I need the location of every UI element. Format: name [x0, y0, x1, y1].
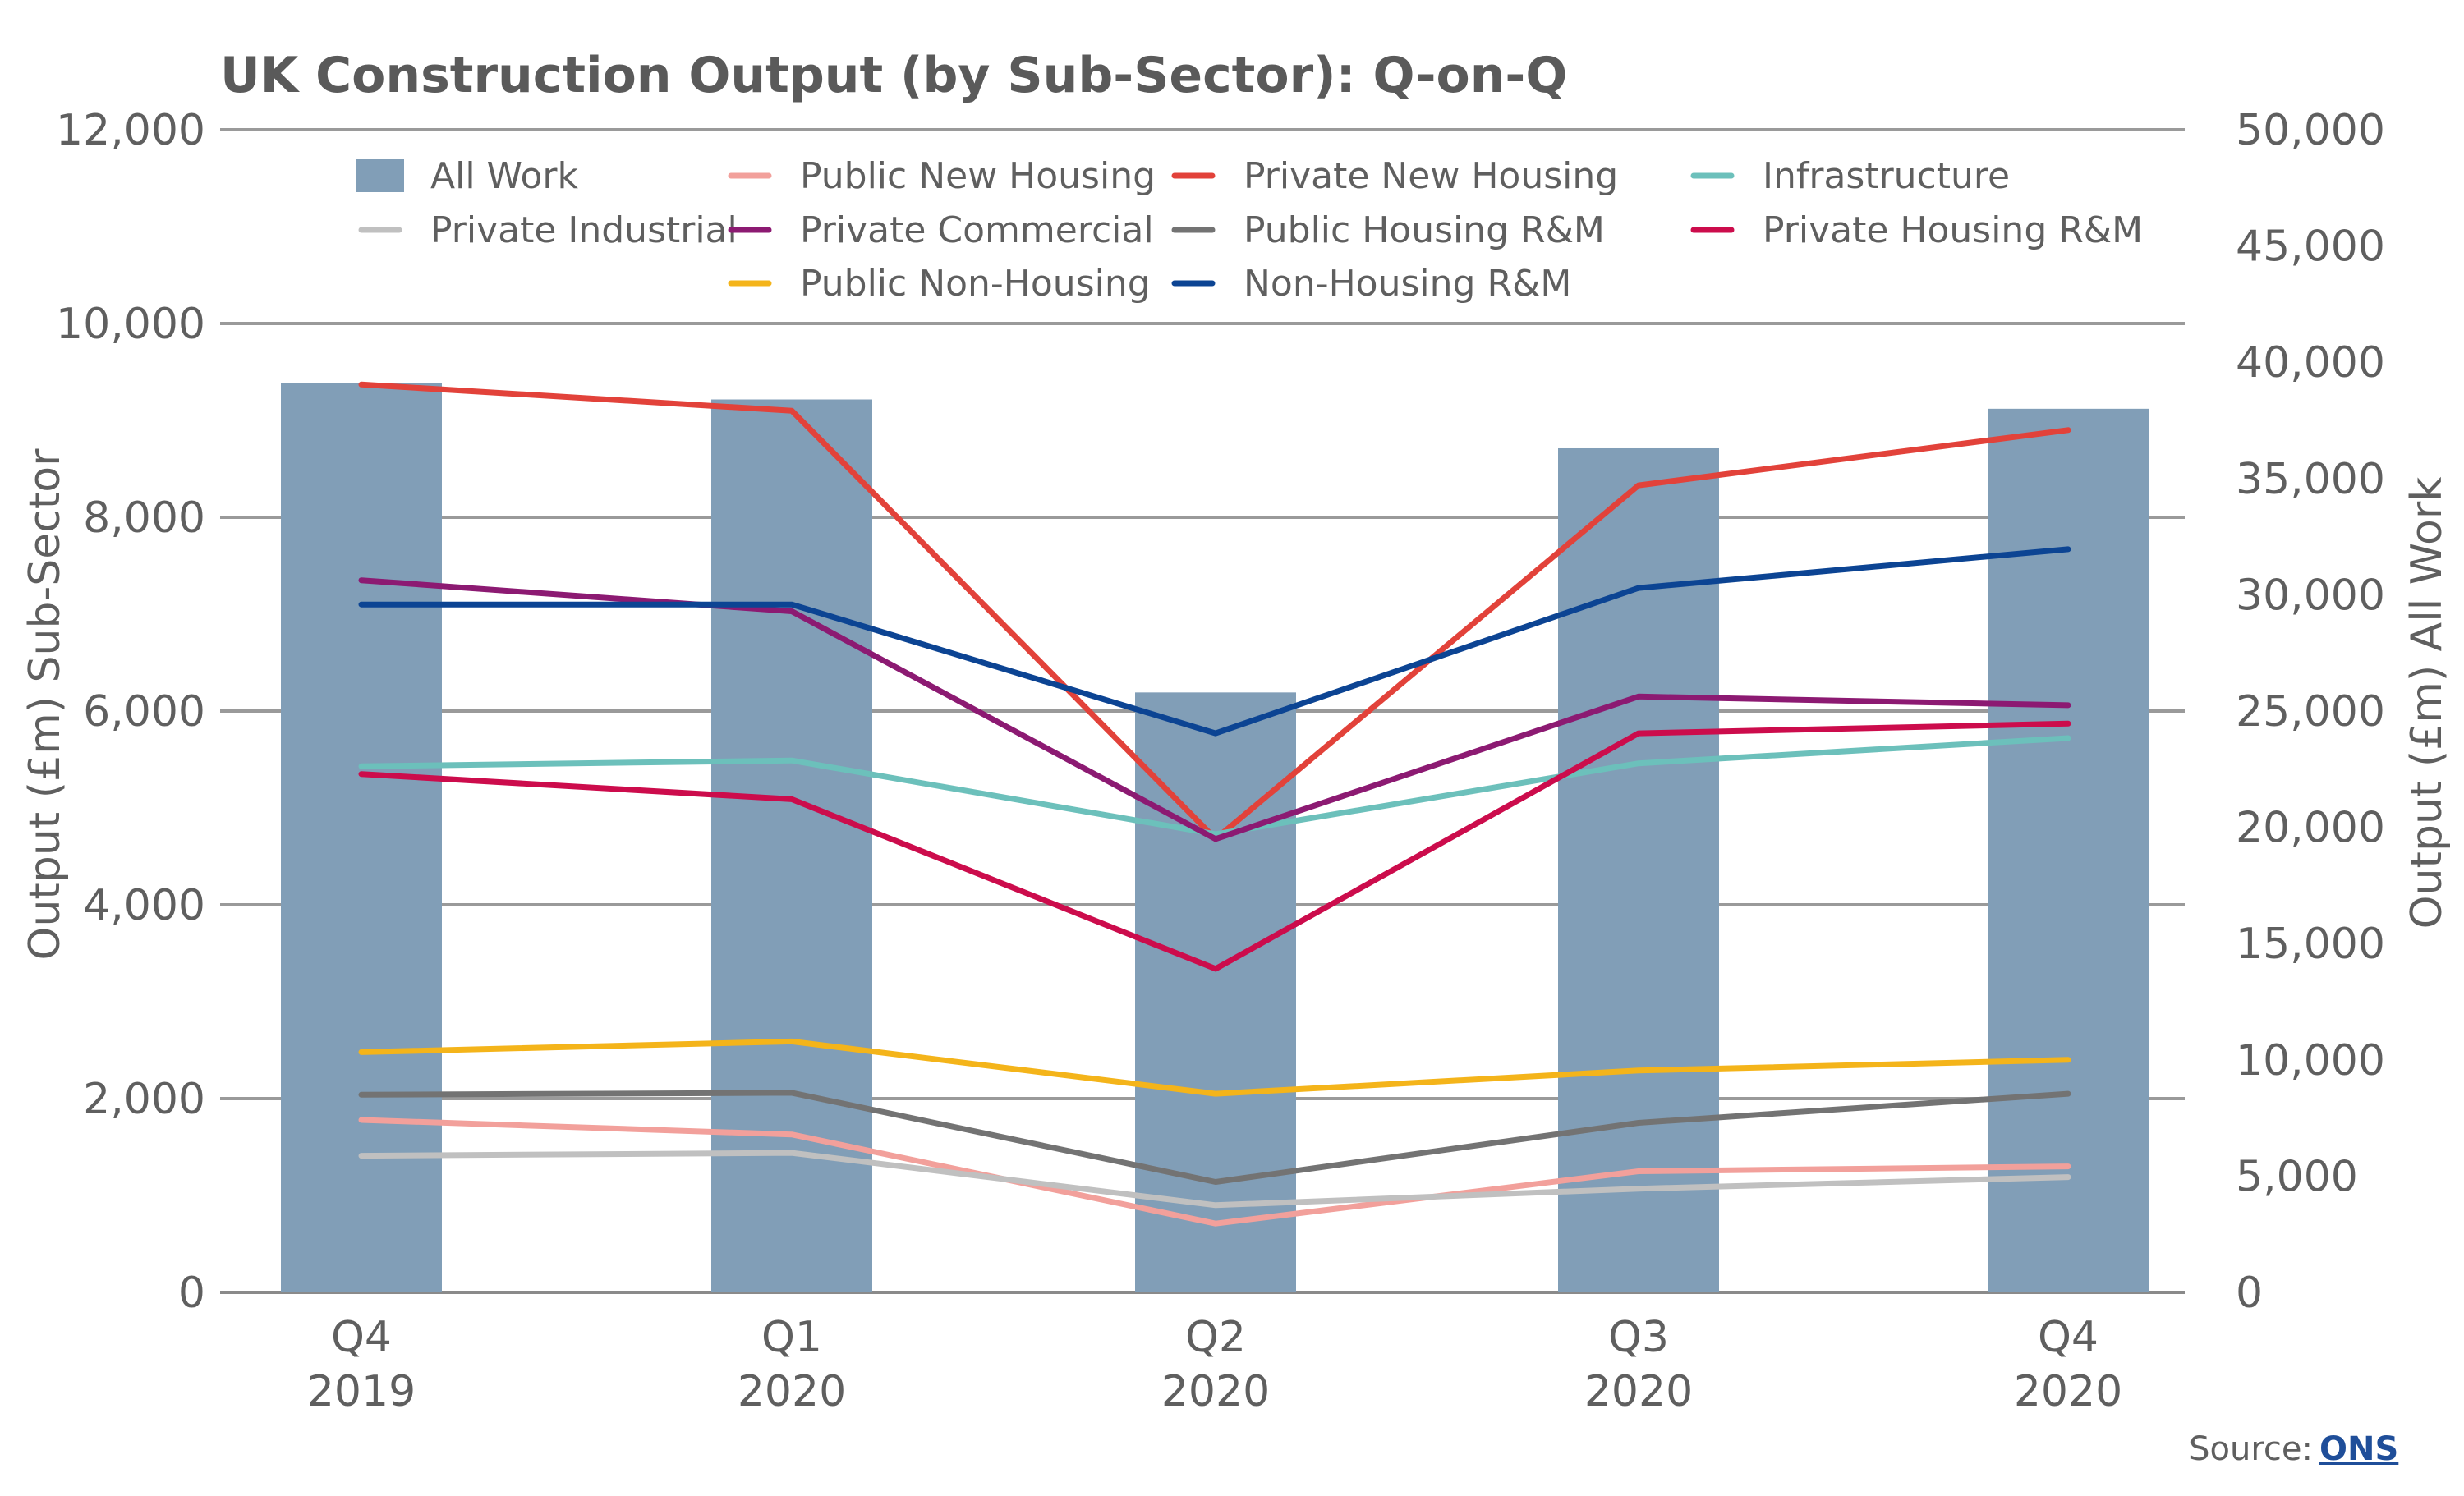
source-note: Source: ONS — [2189, 1430, 2398, 1468]
line-private-housing-randm — [358, 720, 2071, 972]
legend-label: Private Housing R&M — [1763, 209, 2143, 251]
y-axis-label-right: Output (£m) All Work — [2402, 477, 2452, 929]
right-tick-label: 50,000 — [2236, 106, 2385, 155]
chart-title: UK Construction Output (by Sub-Sector): … — [220, 47, 1567, 104]
bar-all-work — [281, 383, 442, 1292]
line-series-group — [358, 381, 2071, 1227]
left-tick-label: 2,000 — [83, 1075, 205, 1124]
left-tick-label: 10,000 — [56, 300, 205, 349]
right-tick-label: 40,000 — [2236, 338, 2385, 388]
right-tick-label: 15,000 — [2236, 920, 2385, 969]
legend-label: All Work — [430, 155, 578, 197]
x-tick-label-quarter: Q4 — [331, 1313, 392, 1362]
source-label: Source: — [2189, 1430, 2313, 1468]
left-tick-label: 12,000 — [56, 106, 205, 155]
legend-label: Private Industrial — [430, 209, 738, 251]
x-axis-ticks: Q4 2019 Q1 2020 Q2 2020 Q3 2020 Q4 2020 — [307, 1313, 2122, 1416]
left-tick-label: 8,000 — [83, 493, 205, 543]
line-private-industrial — [358, 1150, 2071, 1209]
left-tick-label: 4,000 — [83, 881, 205, 930]
legend-label: Public New Housing — [800, 155, 1156, 197]
line-infrastructure — [358, 735, 2071, 837]
x-tick-label-year: 2020 — [2014, 1367, 2122, 1416]
bar-all-work — [1988, 408, 2149, 1293]
x-tick-label-year: 2020 — [738, 1367, 846, 1416]
legend-label: Public Housing R&M — [1243, 209, 1605, 251]
x-tick-label-quarter: Q4 — [2038, 1313, 2099, 1362]
x-tick-label-year: 2020 — [1584, 1367, 1693, 1416]
legend-label: Private New Housing — [1243, 155, 1618, 197]
legend-label: Infrastructure — [1763, 155, 2010, 197]
right-tick-label: 5,000 — [2236, 1152, 2358, 1201]
right-axis-ticks: 0 5,000 10,000 15,000 20,000 25,000 30,000 35,0… — [2236, 106, 2385, 1318]
line-public-non-housing — [358, 1038, 2071, 1097]
legend-label: Private Commercial — [800, 209, 1154, 251]
x-tick-label-quarter: Q3 — [1608, 1313, 1669, 1362]
right-tick-label: 30,000 — [2236, 571, 2385, 620]
left-tick-label: 0 — [178, 1269, 205, 1318]
x-tick-label-quarter: Q2 — [1185, 1313, 1246, 1362]
x-tick-label-year: 2019 — [307, 1367, 416, 1416]
line-public-housing-randm — [358, 1090, 2071, 1185]
y-axis-label-left: Output (£m) Sub-Sector — [21, 448, 70, 961]
x-tick-label-year: 2020 — [1161, 1367, 1270, 1416]
right-tick-label: 0 — [2236, 1269, 2263, 1318]
left-tick-label: 6,000 — [83, 687, 205, 737]
line-non-housing-randm — [358, 546, 2071, 737]
right-tick-label: 45,000 — [2236, 223, 2385, 272]
legend-swatch-bar — [356, 159, 404, 192]
line-public-new-housing — [358, 1117, 2071, 1227]
x-tick-label-quarter: Q1 — [761, 1313, 822, 1362]
right-tick-label: 35,000 — [2236, 455, 2385, 504]
bar-all-work — [1558, 447, 1719, 1292]
legend: All Work Public New Housing Private New Ho… — [356, 155, 2143, 305]
legend-label: Non-Housing R&M — [1243, 263, 1571, 305]
right-tick-label: 20,000 — [2236, 804, 2385, 853]
right-tick-label: 25,000 — [2236, 687, 2385, 737]
line-private-commercial — [358, 577, 2071, 842]
right-tick-label: 10,000 — [2236, 1036, 2385, 1085]
left-axis-ticks: 0 2,000 4,000 6,000 8,000 10,000 12,000 — [56, 106, 205, 1318]
source-link-ons[interactable]: ONS — [2319, 1430, 2398, 1468]
legend-label: Public Non-Housing — [800, 263, 1151, 305]
